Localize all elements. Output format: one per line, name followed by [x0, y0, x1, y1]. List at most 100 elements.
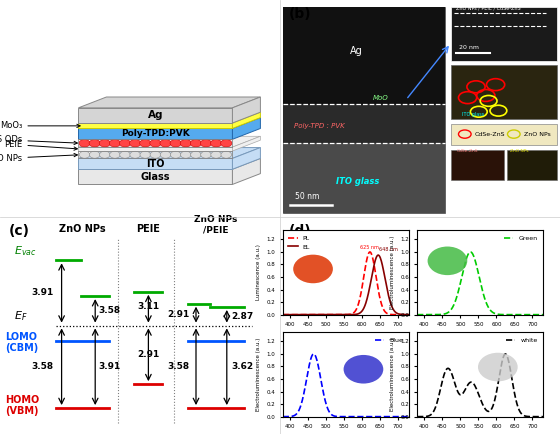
Ellipse shape: [160, 139, 171, 147]
Bar: [283, 7, 445, 213]
Text: CdSe-ZnS QDs: CdSe-ZnS QDs: [0, 135, 77, 145]
Ellipse shape: [221, 151, 232, 158]
Text: PEIE: PEIE: [137, 224, 160, 234]
Text: Ag: Ag: [148, 110, 163, 121]
Text: $E_{vac}$: $E_{vac}$: [14, 244, 36, 258]
X-axis label: Wavelength (nm): Wavelength (nm): [319, 333, 373, 338]
Polygon shape: [232, 112, 260, 128]
Text: PEIE: PEIE: [4, 140, 77, 150]
Polygon shape: [232, 118, 260, 139]
Blue: [330, 413, 337, 418]
PL: [405, 312, 412, 317]
Text: Poly-TPD:PVK: Poly-TPD:PVK: [121, 129, 190, 138]
Text: ZnO NPs / PEIE / CdSe-ZnS: ZnO NPs / PEIE / CdSe-ZnS: [456, 6, 521, 11]
Text: ZnO NPs
/PEIE: ZnO NPs /PEIE: [194, 215, 237, 234]
Blue: [371, 414, 377, 419]
X-axis label: Wavelength (nm): Wavelength (nm): [453, 333, 507, 338]
Ellipse shape: [90, 151, 100, 158]
Text: 3.62: 3.62: [231, 362, 253, 371]
white: [429, 411, 436, 416]
Bar: [283, 143, 445, 213]
Blue: [321, 394, 328, 399]
Text: 625 nm: 625 nm: [361, 245, 379, 250]
Text: Poly-TPD : PVK: Poly-TPD : PVK: [294, 123, 345, 129]
Ellipse shape: [129, 139, 141, 147]
Text: (b): (b): [288, 7, 311, 20]
Green: [455, 289, 461, 294]
Polygon shape: [232, 158, 260, 184]
Polygon shape: [78, 123, 232, 128]
Bar: [451, 124, 557, 145]
Line: white: white: [417, 354, 543, 417]
Polygon shape: [78, 97, 260, 108]
Text: ZnO NPs: ZnO NPs: [59, 224, 106, 234]
Blue: [310, 352, 317, 357]
Ellipse shape: [100, 151, 110, 158]
white: [505, 358, 512, 363]
Green: [505, 312, 512, 317]
EL: [279, 312, 286, 317]
Line: Blue: Blue: [283, 354, 409, 417]
Y-axis label: Luminescence (a.u.): Luminescence (a.u.): [256, 244, 261, 300]
Text: ZnO NPs: ZnO NPs: [524, 132, 550, 137]
Polygon shape: [78, 158, 232, 169]
Ellipse shape: [80, 151, 90, 158]
Polygon shape: [78, 147, 232, 151]
Green: [493, 312, 500, 317]
Text: 3.91: 3.91: [31, 289, 53, 297]
Polygon shape: [232, 148, 260, 169]
Text: ZnO NPs: ZnO NPs: [0, 153, 77, 163]
Polygon shape: [78, 118, 260, 128]
Ellipse shape: [79, 139, 90, 147]
Legend: Blue: Blue: [372, 335, 405, 345]
Y-axis label: Electroluminescence (a.u.): Electroluminescence (a.u.): [390, 338, 395, 411]
Text: Ag: Ag: [350, 46, 363, 56]
Text: 2.87: 2.87: [231, 312, 253, 321]
Text: (c): (c): [8, 224, 29, 237]
Polygon shape: [232, 136, 260, 151]
Ellipse shape: [170, 151, 181, 158]
EL: [405, 312, 412, 317]
Text: ITO glass: ITO glass: [462, 112, 484, 117]
Text: (d): (d): [288, 224, 311, 237]
Bar: [451, 65, 557, 119]
Text: Glass: Glass: [141, 172, 170, 182]
Y-axis label: Electroluminescence (a.u.): Electroluminescence (a.u.): [390, 236, 395, 309]
Green: [506, 312, 512, 317]
Polygon shape: [78, 112, 260, 123]
Polygon shape: [78, 128, 232, 139]
Line: Green: Green: [417, 252, 543, 315]
PL: [371, 266, 378, 271]
white: [455, 390, 461, 395]
Green: [540, 312, 547, 317]
Ellipse shape: [180, 139, 192, 147]
EL: [295, 312, 301, 317]
EL: [370, 264, 377, 269]
Ellipse shape: [211, 139, 222, 147]
PL: [329, 312, 336, 317]
Text: 20 nm: 20 nm: [459, 45, 479, 50]
Blue: [359, 414, 366, 419]
Text: $E_F$: $E_F$: [14, 309, 27, 323]
Ellipse shape: [140, 151, 151, 158]
Text: MoO: MoO: [372, 95, 388, 101]
Polygon shape: [78, 136, 260, 147]
Green: [414, 312, 421, 317]
Text: 648 nm: 648 nm: [379, 247, 398, 252]
Text: 50 nm: 50 nm: [296, 191, 320, 201]
PL: [359, 285, 366, 290]
Polygon shape: [78, 169, 232, 184]
white: [493, 390, 500, 395]
Text: (CBM): (CBM): [6, 343, 39, 353]
Ellipse shape: [180, 151, 191, 158]
Ellipse shape: [130, 151, 141, 158]
Line: EL: EL: [283, 255, 409, 315]
EL: [320, 312, 327, 317]
Text: 3.58: 3.58: [167, 362, 189, 371]
EL: [329, 312, 336, 317]
Ellipse shape: [200, 139, 212, 147]
Text: 3.58: 3.58: [98, 306, 120, 316]
Text: 3.91: 3.91: [98, 362, 120, 371]
white: [464, 383, 470, 388]
Line: PL: PL: [283, 252, 409, 315]
